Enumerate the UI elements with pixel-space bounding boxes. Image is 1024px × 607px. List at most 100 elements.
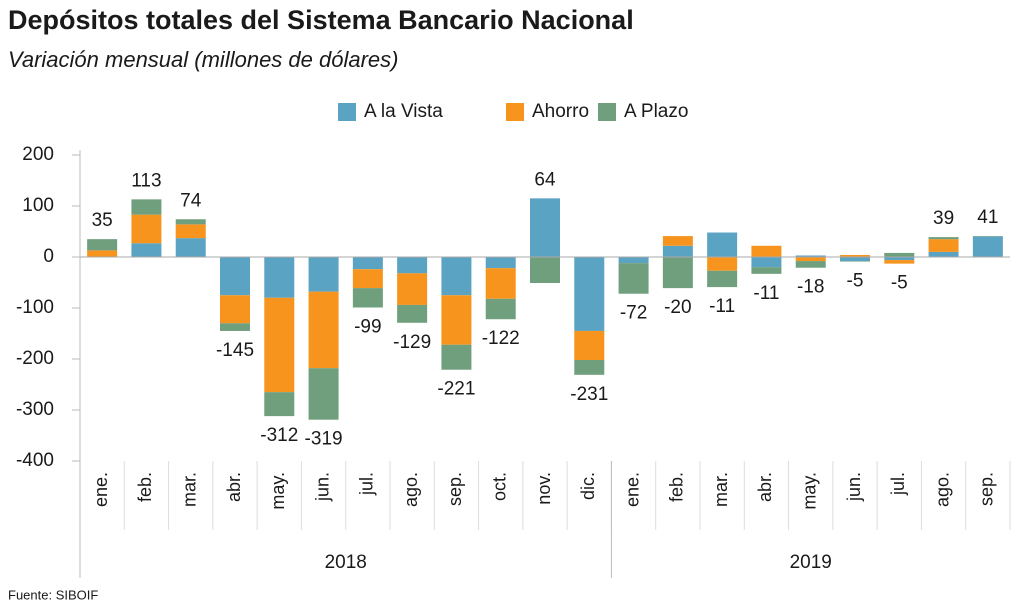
bar-segment xyxy=(308,291,339,369)
value-label: -5 xyxy=(891,273,908,294)
value-label: -312 xyxy=(260,425,298,446)
y-tick-label: -200 xyxy=(16,348,54,369)
bar-segment xyxy=(264,257,295,298)
bar-segment xyxy=(175,219,206,225)
bar-segment xyxy=(220,295,250,324)
bar-segment xyxy=(751,257,782,268)
x-tick-label: abr. xyxy=(755,472,775,502)
x-tick-label: may. xyxy=(799,472,819,510)
x-tick-label: may. xyxy=(268,472,288,510)
bar-segment xyxy=(87,239,118,251)
legend-swatch xyxy=(338,103,356,121)
legend-swatch xyxy=(598,103,616,121)
bar-segment xyxy=(530,257,560,284)
bar-segment xyxy=(308,368,339,420)
value-label: -122 xyxy=(482,328,520,349)
value-label: -20 xyxy=(664,297,691,318)
value-label: -5 xyxy=(847,271,864,292)
bar-segment xyxy=(751,267,782,274)
value-label: -11 xyxy=(753,283,779,304)
x-tick-label: ene. xyxy=(622,472,642,507)
value-label: 113 xyxy=(131,170,161,191)
bar-segment xyxy=(485,298,516,320)
bar-segment xyxy=(662,245,693,257)
bar-segment xyxy=(928,237,959,240)
value-label: -99 xyxy=(354,317,381,338)
x-tick-label: abr. xyxy=(224,472,244,502)
x-tick-label: oct. xyxy=(489,472,509,501)
bar-segment xyxy=(441,344,472,370)
value-label: 35 xyxy=(92,210,113,231)
bar-segment xyxy=(884,257,915,261)
bar-segment xyxy=(618,257,649,264)
value-label: -319 xyxy=(305,429,343,450)
value-label: 39 xyxy=(933,208,954,229)
x-tick-label: ago. xyxy=(932,472,952,507)
value-label: -18 xyxy=(797,277,824,298)
bar-segment xyxy=(485,268,516,299)
x-tick-label: jun. xyxy=(312,472,332,502)
bar-segment xyxy=(795,261,826,268)
chart-title: Depósitos totales del Sistema Bancario N… xyxy=(8,5,634,35)
bar-segment xyxy=(574,330,605,361)
legend-swatch xyxy=(506,103,524,121)
value-label: -129 xyxy=(393,332,431,353)
bar-segment xyxy=(928,239,959,252)
bar-segment xyxy=(352,288,383,308)
value-label: -221 xyxy=(437,379,475,400)
bar-segment xyxy=(441,295,472,345)
bar-segment xyxy=(131,243,162,257)
y-tick-label: -400 xyxy=(16,450,54,471)
bar-segment xyxy=(618,263,649,294)
x-tick-label: ago. xyxy=(401,472,421,507)
bar-segment xyxy=(662,236,693,246)
bar-segment xyxy=(840,254,870,257)
bar-segment xyxy=(264,392,295,417)
x-tick-label: mar. xyxy=(711,472,731,507)
bar-segment xyxy=(707,232,738,257)
bar-segment xyxy=(928,251,959,257)
bar-segment xyxy=(308,257,339,292)
bar-segment xyxy=(884,252,915,257)
chart-subtitle: Variación mensual (millones de dólares) xyxy=(8,47,398,72)
bar-segment xyxy=(352,269,383,289)
group-label: 2019 xyxy=(790,552,832,573)
legend-label: A Plazo xyxy=(624,101,688,122)
x-tick-label: dic. xyxy=(578,472,598,500)
bar-segment xyxy=(972,236,1003,237)
x-tick-label: mar. xyxy=(179,472,199,507)
bar-segment xyxy=(707,257,738,271)
value-label: -145 xyxy=(216,340,254,361)
x-tick-label: feb. xyxy=(135,472,155,502)
bar-segment xyxy=(131,214,162,244)
bar-segment xyxy=(220,323,250,331)
y-tick-label: -100 xyxy=(16,297,54,318)
bar-segment xyxy=(397,257,428,274)
x-tick-label: ene. xyxy=(91,472,111,507)
bar-segment xyxy=(795,255,826,257)
value-label: 41 xyxy=(977,207,998,228)
bar-segment xyxy=(707,270,738,288)
y-tick-label: 0 xyxy=(43,246,54,267)
bar-segment xyxy=(574,360,605,375)
bar-segment xyxy=(264,297,295,393)
bar-segment xyxy=(397,304,428,323)
y-tick-label: 200 xyxy=(22,144,54,165)
bar-segment xyxy=(884,260,915,264)
x-tick-label: sep. xyxy=(977,472,997,506)
bar-segment xyxy=(87,250,118,257)
bar-segment xyxy=(441,257,472,296)
x-tick-label: feb. xyxy=(667,472,687,502)
bar-segment xyxy=(485,257,516,269)
x-tick-label: sep. xyxy=(445,472,465,506)
bar-segment xyxy=(795,257,826,262)
bar-segment xyxy=(131,199,162,215)
legend-label: A la Vista xyxy=(364,101,443,122)
bar-segment xyxy=(972,236,1003,257)
value-label: 64 xyxy=(534,169,556,190)
bar-segment xyxy=(175,238,206,257)
x-tick-label: jul. xyxy=(357,472,377,496)
value-label: 74 xyxy=(180,190,202,211)
value-label: -231 xyxy=(570,384,608,405)
